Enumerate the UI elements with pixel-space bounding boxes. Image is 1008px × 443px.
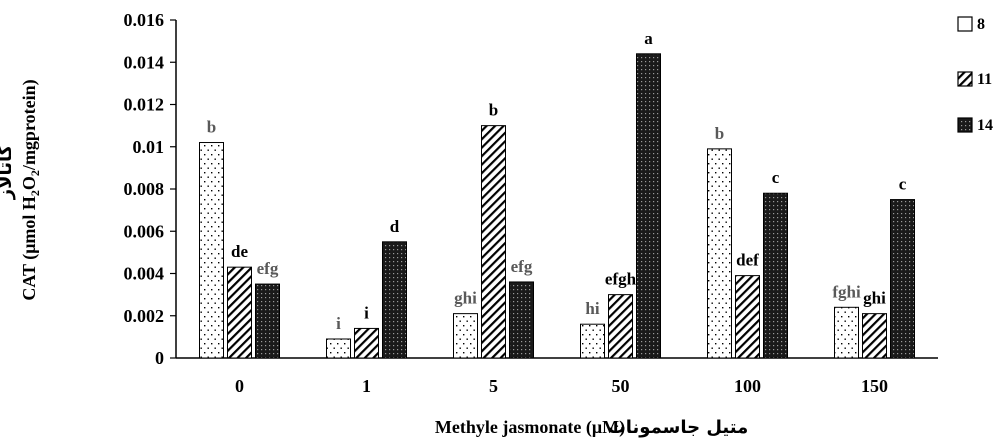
- significance-letter: b: [715, 124, 724, 143]
- bar-8-150: [834, 306, 859, 359]
- bar-11-5: [481, 125, 506, 359]
- y-tick-label: 0.01: [133, 137, 165, 157]
- significance-letter: fghi: [832, 282, 861, 301]
- y-axis-title: CAT (μmol H2O2/mgprotein): [19, 79, 42, 300]
- y-tick-label: 0.014: [124, 52, 165, 72]
- legend-label-8: 8: [977, 16, 985, 33]
- bar-14-50: [636, 53, 661, 359]
- legend-label-11: 11: [977, 71, 992, 88]
- y-tick-label: 0.016: [124, 10, 165, 30]
- bar-8-100: [707, 148, 732, 359]
- bar-11-0: [227, 266, 252, 359]
- bar-14-100: [763, 192, 788, 359]
- significance-letter: ghi: [454, 289, 477, 308]
- significance-letter: efg: [257, 259, 279, 278]
- bar-14-5: [509, 281, 534, 359]
- significance-letter: i: [364, 303, 369, 322]
- y-tick-labels: 0 0.002 0.004 0.006 0.008 0.01 0.012 0.014 0.016: [124, 10, 176, 368]
- bar-8-1: [326, 338, 351, 359]
- bar-14-150: [890, 199, 915, 359]
- legend: 8 11 14: [957, 16, 993, 134]
- significance-letter: hi: [585, 299, 599, 318]
- significance-letter: efgh: [605, 270, 637, 289]
- significance-letter: a: [644, 29, 653, 48]
- bar-11-150: [862, 313, 887, 359]
- x-tick-label: 150: [861, 376, 888, 396]
- legend-label-14: 14: [977, 117, 993, 134]
- bar-8-5: [453, 313, 478, 359]
- x-axis-title: Methyle jasmonate (μM): [435, 417, 625, 438]
- y-tick-label: 0: [155, 348, 164, 368]
- x-axis-title-fa: متیل جاسمونات: [608, 417, 749, 438]
- bar-11-50: [608, 294, 633, 359]
- x-tick-label: 1: [362, 376, 371, 396]
- y-tick-label: 0.012: [124, 95, 165, 115]
- bar-14-0: [255, 283, 280, 359]
- significance-letter: b: [489, 101, 498, 120]
- bar-8-0: [199, 142, 224, 359]
- y-tick-label: 0.004: [124, 264, 165, 284]
- significance-letter: i: [336, 314, 341, 333]
- x-tick-labels: 0 1 5 50 100 150: [235, 376, 888, 396]
- y-tick-label: 0.002: [124, 306, 165, 326]
- legend-swatch-11: [957, 71, 973, 87]
- significance-letter: def: [736, 251, 759, 270]
- bar-8-50: [580, 323, 605, 359]
- bar-11-100: [735, 275, 760, 359]
- significance-letter: ghi: [863, 289, 886, 308]
- bar-11-1: [354, 327, 379, 359]
- significance-letter: b: [207, 118, 216, 137]
- legend-swatch-14: [957, 117, 973, 133]
- significance-letter: de: [231, 242, 248, 261]
- bar-14-1: [382, 241, 407, 359]
- legend-swatch-8: [957, 16, 973, 32]
- bars: [199, 53, 915, 359]
- significance-letter: c: [899, 175, 907, 194]
- x-tick-label: 5: [489, 376, 498, 396]
- x-tick-label: 100: [734, 376, 761, 396]
- y-axis-title-fa: کاتالاز: [0, 144, 16, 200]
- y-tick-label: 0.008: [124, 179, 165, 199]
- significance-letter: d: [390, 217, 400, 236]
- significance-letter: c: [772, 168, 780, 187]
- significance-letter: efg: [511, 257, 533, 276]
- x-tick-label: 50: [612, 376, 630, 396]
- x-tick-label: 0: [235, 376, 244, 396]
- y-tick-label: 0.006: [124, 221, 165, 241]
